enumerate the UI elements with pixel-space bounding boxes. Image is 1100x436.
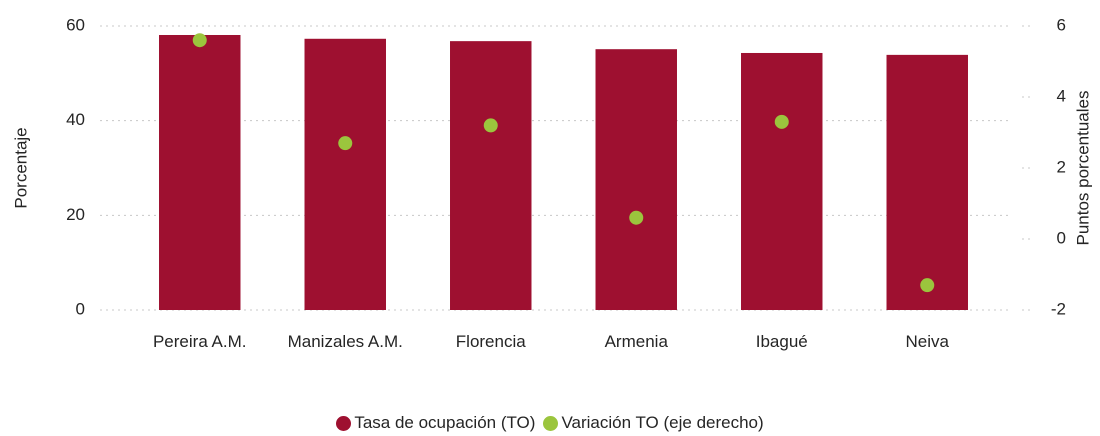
bar <box>304 38 386 310</box>
y2-tick-label: 2 <box>1057 157 1066 176</box>
x-tick-label: Neiva <box>905 332 949 351</box>
legend-item: Variación TO (eje derecho) <box>543 413 764 433</box>
dot <box>483 118 498 133</box>
dot <box>629 210 644 225</box>
y2-tick-label: 6 <box>1057 15 1066 34</box>
y-tick-label: 40 <box>66 110 85 129</box>
y-tick-label: 0 <box>76 299 85 318</box>
x-tick-label: Pereira A.M. <box>152 332 247 351</box>
legend-label: Tasa de ocupación (TO) <box>354 413 536 432</box>
dot <box>920 278 935 293</box>
x-tick-label: Florencia <box>455 332 526 351</box>
bar <box>886 54 968 310</box>
y2-axis-label: Puntos porcentuales <box>1073 91 1092 246</box>
bar <box>159 34 241 310</box>
bar <box>741 52 823 310</box>
legend: Tasa de ocupación (TO) Variación TO (eje … <box>0 413 1100 433</box>
y-tick-label: 20 <box>66 205 85 224</box>
dot <box>774 114 789 129</box>
bar <box>595 49 677 311</box>
y2-tick-label: 4 <box>1057 86 1066 105</box>
legend-label: Variación TO (eje derecho) <box>561 413 764 432</box>
y2-tick-label: 0 <box>1057 228 1066 247</box>
dot <box>192 33 207 48</box>
dot <box>338 136 353 151</box>
legend-swatch <box>336 415 352 431</box>
y-axis-label: Porcentaje <box>11 127 30 208</box>
y-tick-label: 60 <box>66 15 85 34</box>
x-tick-label: Armenia <box>604 332 668 351</box>
bar <box>450 41 532 310</box>
x-tick-label: Ibagué <box>755 332 808 351</box>
x-tick-label: Manizales A.M. <box>287 332 403 351</box>
legend-item: Tasa de ocupación (TO) <box>336 413 535 433</box>
y2-tick-label: -2 <box>1051 299 1066 318</box>
legend-swatch <box>543 415 559 431</box>
